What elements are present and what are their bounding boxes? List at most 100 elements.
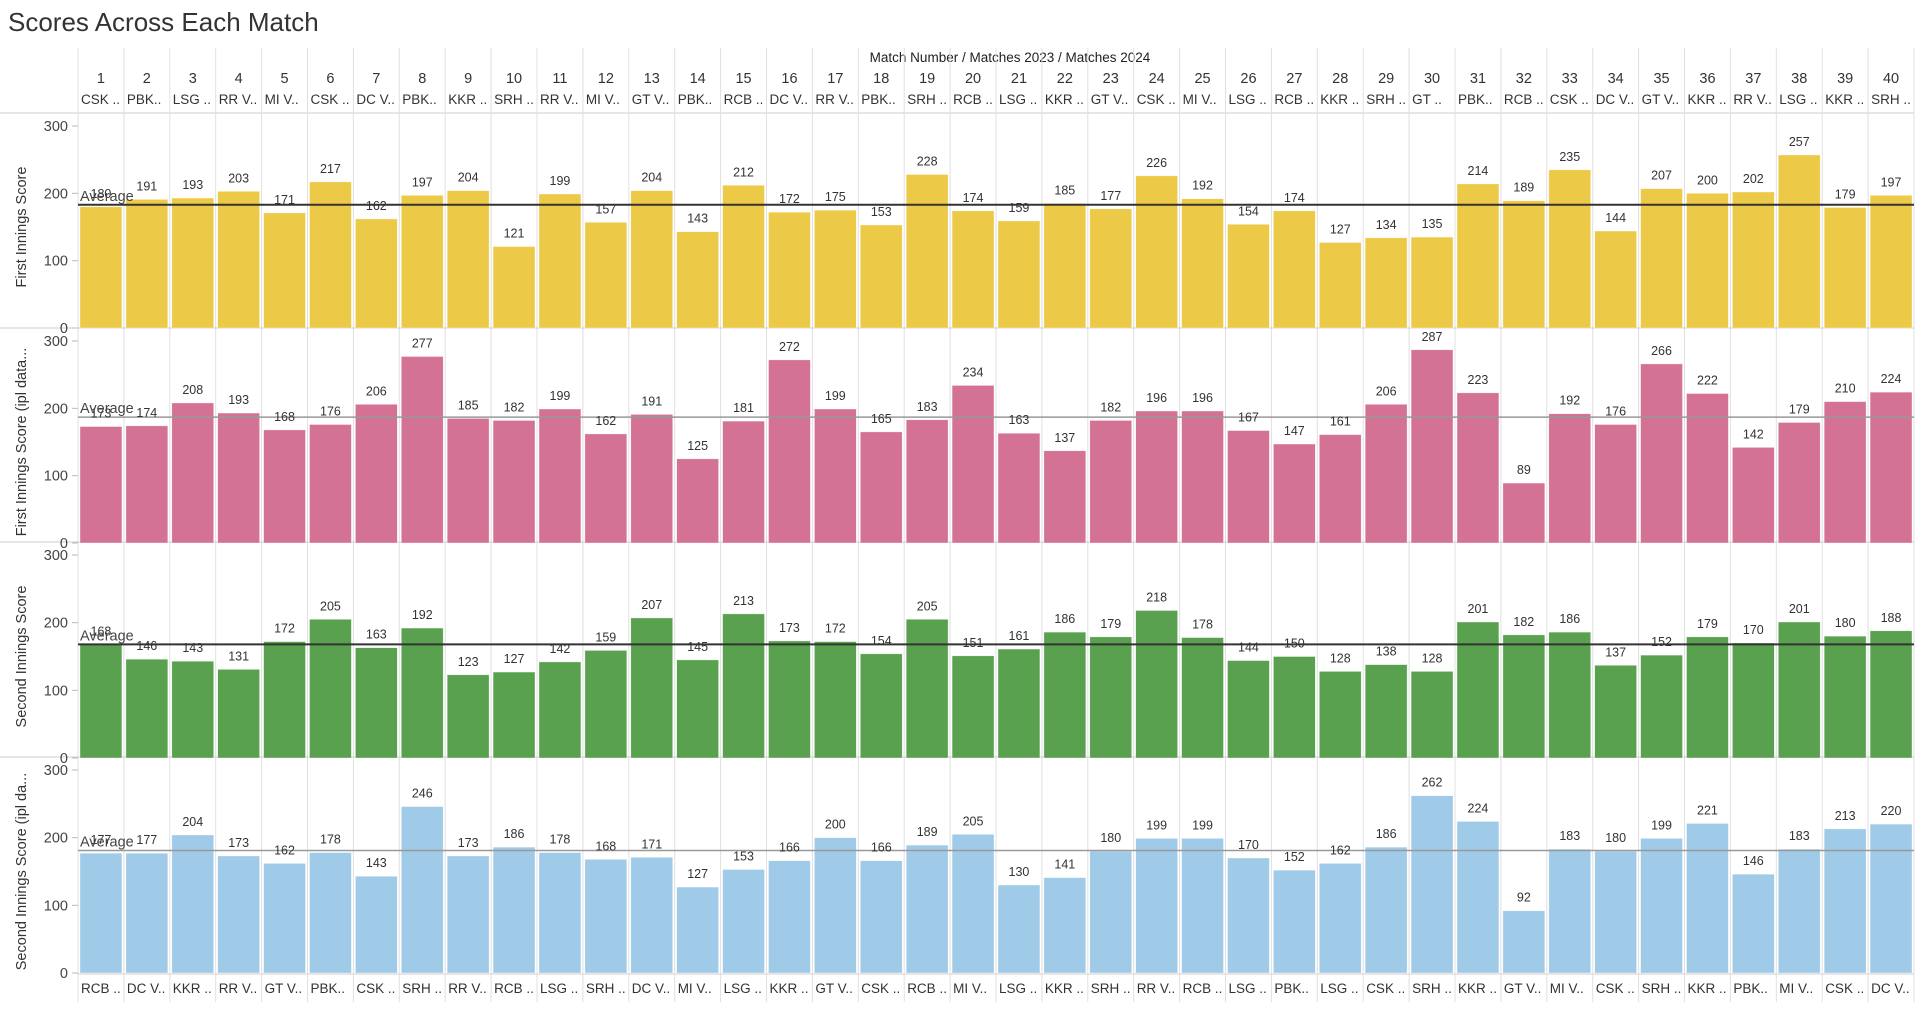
bar	[1135, 610, 1178, 759]
bar-value-label: 175	[825, 190, 846, 204]
top-team-label: RR V..	[1733, 92, 1772, 107]
bar	[1502, 634, 1546, 759]
bar-value-label: 161	[1330, 415, 1351, 429]
top-team-label: RCB ..	[1274, 92, 1314, 107]
bar	[997, 220, 1041, 329]
bottom-team-label: GT V..	[1504, 981, 1542, 996]
bar-value-label: 287	[1422, 330, 1443, 344]
bottom-team-label: PBK..	[1274, 981, 1309, 996]
bar-value-label: 182	[504, 400, 525, 414]
bar-value-label: 177	[136, 833, 157, 847]
bar	[630, 414, 673, 544]
match-number-label: 31	[1470, 71, 1486, 87]
bar-value-label: 207	[1651, 169, 1672, 183]
bar	[217, 855, 260, 974]
bar	[492, 420, 536, 544]
bar-value-label: 201	[1789, 602, 1810, 616]
bottom-team-label: SRH ..	[402, 981, 442, 996]
bar	[1273, 210, 1316, 329]
bar-value-label: 197	[412, 175, 433, 189]
bar-value-label: 213	[733, 594, 754, 608]
bar	[446, 674, 490, 759]
bar-value-label: 137	[1054, 431, 1075, 445]
bottom-team-label: RR V..	[219, 981, 258, 996]
bar	[538, 661, 582, 759]
bottom-team-label: LSG ..	[1229, 981, 1267, 996]
bar	[355, 647, 398, 759]
top-team-label: RR V..	[219, 92, 258, 107]
bar	[859, 860, 903, 974]
bottom-team-label: MI V..	[953, 981, 987, 996]
bottom-team-label: CSK ..	[1825, 981, 1864, 996]
bar-value-label: 92	[1517, 891, 1531, 905]
average-label: Average	[80, 401, 134, 417]
bar	[997, 648, 1041, 759]
bar	[951, 655, 995, 759]
bar-value-label: 192	[1192, 179, 1213, 193]
bar	[1410, 671, 1454, 759]
bottom-team-label: RCB ..	[1183, 981, 1223, 996]
bar-value-label: 205	[320, 599, 341, 613]
bar-value-label: 162	[595, 414, 616, 428]
bar-value-label: 144	[1238, 641, 1259, 655]
bar-value-label: 199	[1651, 818, 1672, 832]
bar	[1594, 424, 1637, 544]
bar-value-label: 196	[1192, 391, 1213, 405]
bar	[538, 193, 582, 329]
bar	[1732, 191, 1775, 329]
bar	[1732, 873, 1775, 974]
bar	[1594, 850, 1637, 974]
y-tick-label: 200	[44, 616, 68, 632]
bar-value-label: 89	[1517, 463, 1531, 477]
bar	[1319, 671, 1362, 759]
bar-value-label: 167	[1238, 411, 1259, 425]
bar	[171, 402, 215, 544]
top-team-label: MI V..	[586, 92, 620, 107]
top-team-label: CSK ..	[1550, 92, 1589, 107]
bar-value-label: 141	[1054, 858, 1075, 872]
bar	[217, 412, 260, 544]
bar	[1594, 230, 1637, 329]
bar	[1273, 869, 1316, 974]
top-team-label: RCB ..	[953, 92, 993, 107]
top-team-label: RR V..	[540, 92, 579, 107]
match-number-label: 3	[189, 71, 197, 87]
bar	[1686, 636, 1729, 759]
match-number-label: 4	[235, 71, 243, 87]
bottom-team-label: KKR ..	[173, 981, 212, 996]
bar-value-label: 180	[91, 187, 112, 201]
bar	[905, 844, 949, 974]
bar-value-label: 127	[504, 652, 525, 666]
bar	[1456, 621, 1500, 759]
bar-value-label: 152	[1651, 635, 1672, 649]
average-label: Average	[80, 628, 134, 644]
y-tick-label: 300	[44, 548, 68, 564]
bar	[1273, 656, 1316, 759]
top-team-label: DC V..	[356, 92, 395, 107]
bar-value-label: 186	[1376, 827, 1397, 841]
bar-value-label: 266	[1651, 344, 1672, 358]
bottom-team-label: SRH ..	[586, 981, 626, 996]
bar-value-label: 170	[1238, 838, 1259, 852]
bar-value-label: 180	[1835, 616, 1856, 630]
bar	[768, 211, 811, 329]
average-label: Average	[80, 835, 134, 851]
match-number-label: 7	[372, 71, 380, 87]
bar	[1869, 391, 1913, 544]
top-team-label: GT V..	[1091, 92, 1129, 107]
bar-value-label: 196	[1146, 391, 1167, 405]
bar	[997, 884, 1041, 974]
top-team-label: PBK..	[678, 92, 713, 107]
top-team-label: LSG ..	[1229, 92, 1267, 107]
top-team-label: RCB ..	[1504, 92, 1544, 107]
bar-value-label: 205	[963, 814, 984, 828]
match-number-label: 2	[143, 71, 151, 87]
bottom-team-label: CSK ..	[1366, 981, 1405, 996]
bar	[1869, 630, 1913, 759]
top-team-label: RCB ..	[724, 92, 764, 107]
bar-value-label: 128	[1330, 651, 1351, 665]
bar	[355, 875, 398, 974]
bar-value-label: 218	[1146, 590, 1167, 604]
bar	[263, 863, 306, 974]
bar	[1089, 208, 1133, 329]
